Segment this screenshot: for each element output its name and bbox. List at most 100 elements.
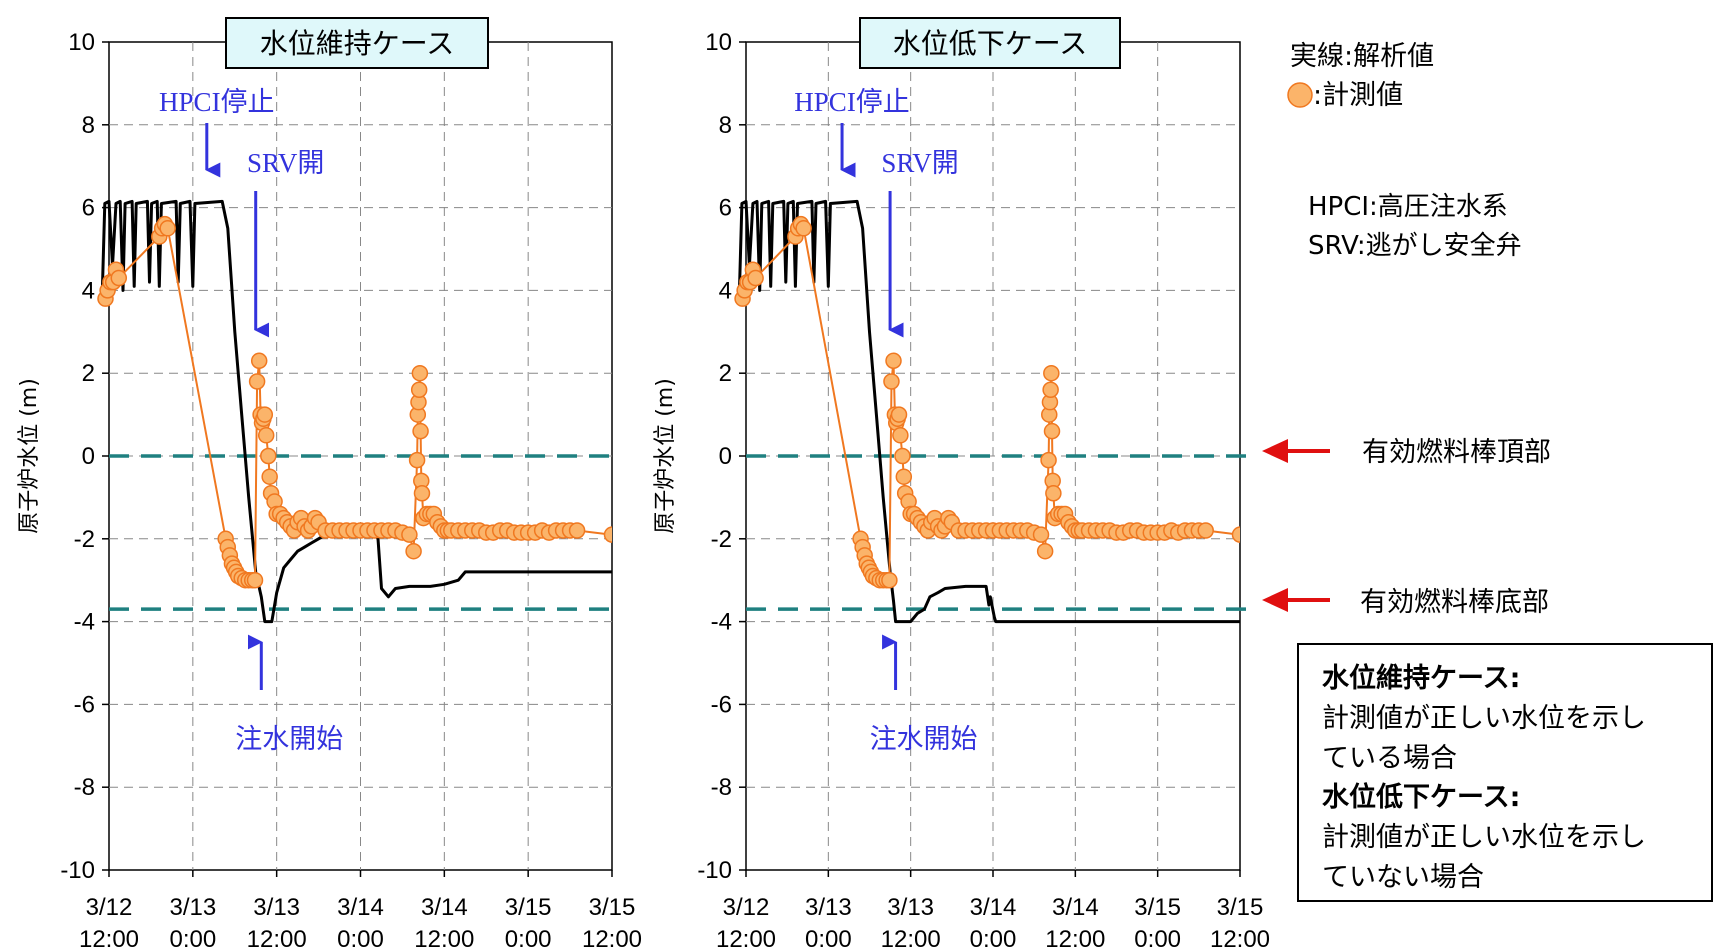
measured-point	[885, 352, 902, 370]
x-tick-label-time: 12:00	[414, 926, 474, 952]
plot-area	[734, 199, 1240, 624]
y-tick-label: -8	[711, 774, 732, 801]
measured-point	[603, 526, 612, 543]
y-tick-label: -10	[697, 857, 732, 884]
plot-area	[97, 199, 612, 624]
note-case1-line2: ている場合	[1322, 743, 1457, 774]
x-tick-label-date: 3/15	[589, 894, 636, 921]
x-tick-label-time: 0:00	[1134, 926, 1181, 952]
x-tick-label-time: 0:00	[337, 926, 384, 952]
x-tick-label-time: 12:00	[1045, 926, 1105, 952]
y-tick-label: -6	[74, 691, 95, 718]
y-axis-label: 原子炉水位 (m)	[17, 378, 42, 534]
annotation-hpci-stop: HPCI停止	[159, 87, 275, 117]
annotation-hpci-stop: HPCI停止	[794, 87, 910, 117]
measured-point	[1032, 526, 1050, 543]
y-tick-label: 10	[705, 29, 732, 56]
annotation-srv-open: SRV開	[247, 148, 324, 178]
y-tick-label: 6	[82, 195, 95, 222]
legend-measured: :計測値	[1313, 80, 1403, 111]
note-box	[1297, 643, 1713, 902]
measured-point	[412, 422, 429, 440]
y-tick-label: 0	[82, 443, 95, 470]
measured-point	[410, 381, 428, 399]
legend-srv-def: SRV:逃がし安全弁	[1308, 231, 1522, 261]
y-tick-label: -8	[74, 774, 95, 801]
legend-hpci-def: HPCI:高圧注水系	[1308, 192, 1508, 222]
x-tick-label-time: 12:00	[79, 926, 139, 952]
note-case2-line2: ていない場合	[1322, 862, 1484, 893]
series-analysis-line	[100, 199, 612, 624]
annotation-injection-start: 注水開始	[870, 724, 978, 755]
measured-point	[413, 485, 431, 502]
x-tick-label-time: 0:00	[805, 926, 852, 952]
x-tick-label-time: 0:00	[169, 926, 216, 952]
chart-title-box	[859, 17, 1121, 69]
y-tick-label: 8	[719, 112, 732, 139]
measured-point	[1042, 381, 1059, 399]
y-tick-label: 8	[82, 112, 95, 139]
x-tick-label-time: 12:00	[1210, 926, 1270, 952]
measured-point	[159, 220, 176, 237]
measured-point	[257, 427, 275, 444]
label-fuel-top: 有効燃料棒頂部	[1362, 437, 1551, 468]
series-analysis-line	[737, 199, 1240, 624]
note-case2-title: 水位低下ケース:	[1322, 781, 1520, 813]
y-tick-label: 0	[719, 443, 732, 470]
measured-point	[1040, 451, 1057, 469]
x-tick-label-date: 3/14	[970, 894, 1017, 921]
measured-point	[260, 447, 277, 465]
x-tick-label-time: 0:00	[505, 926, 552, 952]
y-tick-label: -4	[711, 609, 732, 636]
x-tick-label-time: 12:00	[247, 926, 307, 952]
measured-point	[881, 571, 898, 589]
y-tick-label: 2	[719, 360, 732, 387]
red-arrow-top	[1262, 439, 1330, 463]
x-tick-label-date: 3/13	[887, 894, 934, 921]
chart-title-box	[225, 17, 489, 69]
measured-point	[1197, 522, 1214, 539]
measured-point	[401, 526, 418, 543]
annotation-srv-open: SRV開	[881, 148, 958, 178]
note-case1-line1: 計測値が正しい水位を示し	[1322, 703, 1646, 734]
x-tick-label-date: 3/15	[1217, 894, 1264, 921]
x-tick-label-date: 3/14	[337, 894, 384, 921]
y-tick-label: -4	[74, 609, 95, 636]
measured-point	[747, 269, 764, 287]
x-tick-label-time: 12:00	[582, 926, 642, 952]
measured-point	[408, 451, 426, 469]
measured-point	[795, 220, 812, 237]
measured-point	[895, 468, 913, 485]
measured-point	[246, 571, 264, 589]
measured-point	[883, 373, 900, 390]
measured-point	[1036, 542, 1054, 560]
y-tick-label: -2	[711, 526, 732, 553]
measured-point	[568, 522, 586, 539]
y-tick-label: -2	[74, 526, 95, 553]
measured-point	[892, 427, 909, 444]
x-tick-label-time: 0:00	[970, 926, 1017, 952]
measured-point	[261, 468, 278, 485]
note-case2-line1: 計測値が正しい水位を示し	[1322, 822, 1646, 853]
legend-measured-marker	[1287, 82, 1313, 108]
measured-point	[890, 406, 908, 423]
measured-point	[256, 406, 274, 423]
annotation-injection-start: 注水開始	[235, 724, 343, 755]
red-arrow-bottom	[1262, 588, 1330, 612]
y-tick-label: 4	[719, 277, 732, 304]
x-tick-label-date: 3/13	[253, 894, 300, 921]
x-tick-label-date: 3/15	[505, 894, 552, 921]
legend-analysis: 実線:解析値	[1290, 41, 1434, 72]
x-tick-label-date: 3/13	[169, 894, 216, 921]
chart-title: 水位維持ケース	[260, 27, 455, 60]
x-tick-label-date: 3/15	[1134, 894, 1181, 921]
chart-water-level-decreased: 10 8 6 4 2 0 -2 -4 -6 -8 -10 3/12 12:00 3/13 0:00 3/13 1…	[653, 17, 1270, 952]
measured-point	[1045, 485, 1062, 502]
x-tick-label-date: 3/14	[421, 894, 468, 921]
measured-point	[1043, 364, 1060, 382]
measured-point	[405, 542, 422, 560]
measured-point	[250, 352, 268, 370]
x-tick-label-date: 3/13	[805, 894, 852, 921]
y-tick-label: 6	[719, 195, 732, 222]
